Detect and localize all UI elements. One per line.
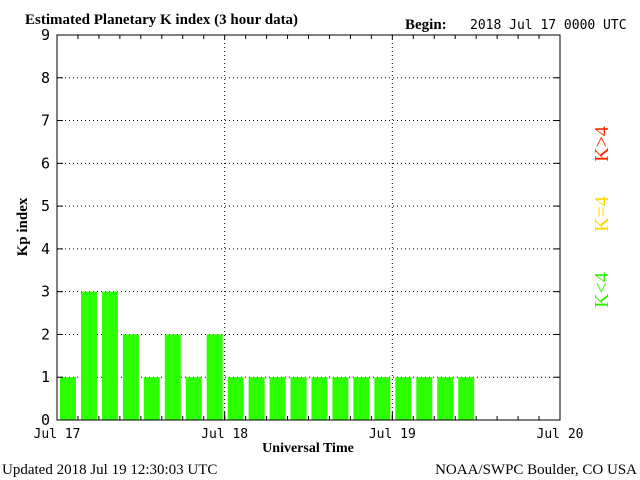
- y-axis: 0 1 2 3 4 5 6 7 8 9: [41, 26, 560, 429]
- grid: [57, 35, 560, 420]
- y-axis-title: Kp index: [15, 197, 31, 256]
- x-tick-label: Jul 19: [369, 427, 416, 442]
- y-tick-label: 9: [41, 26, 50, 44]
- kp-bar: [143, 377, 160, 420]
- y-tick-label: 4: [41, 240, 50, 258]
- x-tick-label: Jul 20: [537, 427, 584, 442]
- legend-entry: K>4: [591, 126, 613, 162]
- kp-bar: [164, 334, 181, 420]
- y-tick-label: 3: [41, 283, 50, 301]
- legend-entry: K<4: [591, 272, 613, 308]
- legend: K>4 K=4 K<4: [591, 126, 613, 308]
- y-tick-label: 6: [41, 154, 50, 172]
- x-tick-label: Jul 18: [201, 427, 248, 442]
- y-tick-label: 8: [41, 69, 50, 87]
- begin-label: Begin:: [405, 17, 447, 33]
- bar-series: [60, 291, 475, 420]
- kp-bar: [332, 377, 349, 420]
- footer-source: NOAA/SWPC Boulder, CO USA: [435, 462, 637, 478]
- kp-bar: [248, 377, 265, 420]
- kp-bar: [311, 377, 328, 420]
- begin-value: 2018 Jul 17 0000 UTC: [470, 18, 627, 33]
- kp-bar: [101, 291, 118, 420]
- footer-updated: Updated 2018 Jul 19 12:30:03 UTC: [2, 462, 217, 478]
- kp-bar: [374, 377, 391, 420]
- x-tick-label: Jul 17: [34, 427, 81, 442]
- x-axis: Jul 17 Jul 18 Jul 19 Jul 20: [34, 35, 584, 442]
- kp-bar: [227, 377, 244, 420]
- kp-bar: [122, 334, 139, 420]
- kp-bar: [185, 377, 202, 420]
- y-tick-label: 2: [41, 325, 50, 343]
- x-axis-title: Universal Time: [262, 441, 354, 456]
- kp-bar: [395, 377, 412, 420]
- legend-entry: K=4: [591, 196, 613, 232]
- y-tick-label: 0: [41, 411, 50, 429]
- kp-bar: [458, 377, 475, 420]
- kp-bar: [290, 377, 307, 420]
- kp-bar: [80, 291, 97, 420]
- y-tick-label: 5: [41, 197, 50, 215]
- y-tick-label: 7: [41, 112, 50, 130]
- kp-bar: [437, 377, 454, 420]
- chart-title: Estimated Planetary K index (3 hour data…: [25, 12, 298, 28]
- kp-bar: [416, 377, 433, 420]
- kp-bar: [60, 377, 76, 420]
- kp-bar: [353, 377, 370, 420]
- y-tick-label: 1: [41, 368, 50, 386]
- kp-bar: [269, 377, 286, 420]
- kp-bar: [206, 334, 223, 420]
